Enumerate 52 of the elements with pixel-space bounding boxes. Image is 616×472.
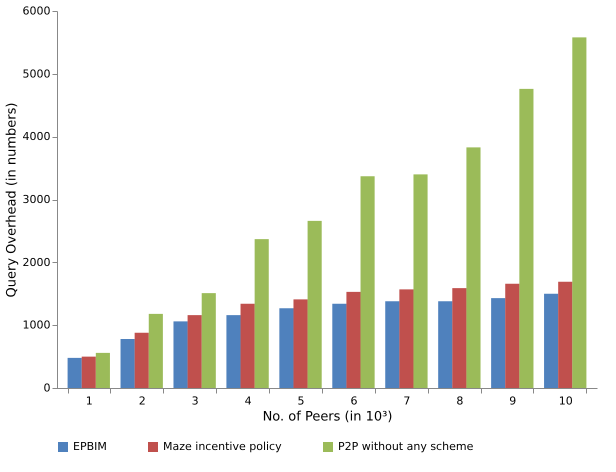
y-axis-title: Query Overhead (in numbers) [4,102,20,298]
bar [360,176,375,388]
bar [385,301,400,388]
legend-label: EPBIM [73,440,107,453]
bar [308,220,322,388]
x-tick-label: 3 [192,394,199,408]
bar [346,292,361,388]
bar [96,352,110,388]
bar [226,315,241,388]
x-tick-label: 7 [403,394,410,408]
y-tick-label: 6000 [22,4,50,18]
x-tick-label: 8 [456,394,464,408]
legend-label: Maze incentive policy [163,440,282,453]
x-tick-label: 5 [298,394,305,408]
x-tick-label: 6 [350,394,358,408]
x-tick-label: 4 [244,394,252,408]
bar [120,338,135,388]
x-tick-label: 10 [558,394,573,408]
bar [491,298,506,388]
x-axis-title: No. of Peers (in 10³) [262,410,392,424]
bar [452,288,466,388]
bar [202,293,216,388]
bar [240,304,255,388]
x-tick-label: 2 [138,394,146,408]
bar [332,304,346,388]
legend-label: P2P without any scheme [338,440,474,453]
bar [413,174,428,388]
bar [279,308,294,388]
bar [399,289,414,388]
y-tick-label: 2000 [22,256,50,269]
bar [82,356,96,388]
x-tick-label: 1 [86,394,93,408]
y-tick-label: 1000 [22,318,50,332]
bar [558,282,572,388]
y-tick-label: 5000 [22,67,50,80]
bar [254,239,269,388]
bar [519,88,534,388]
y-tick-label: 3000 [22,193,50,206]
y-tick-label: 0 [44,382,50,394]
bar [466,147,481,388]
bar [134,332,149,388]
bar [505,284,520,388]
bar [572,37,586,388]
y-tick-label: 4000 [22,130,50,144]
bar [293,299,308,388]
bar [148,314,163,388]
bar [438,301,452,388]
bar [544,294,558,388]
bar [68,358,82,388]
bar [188,315,202,388]
bar [173,321,188,388]
x-tick-label: 9 [509,394,516,408]
